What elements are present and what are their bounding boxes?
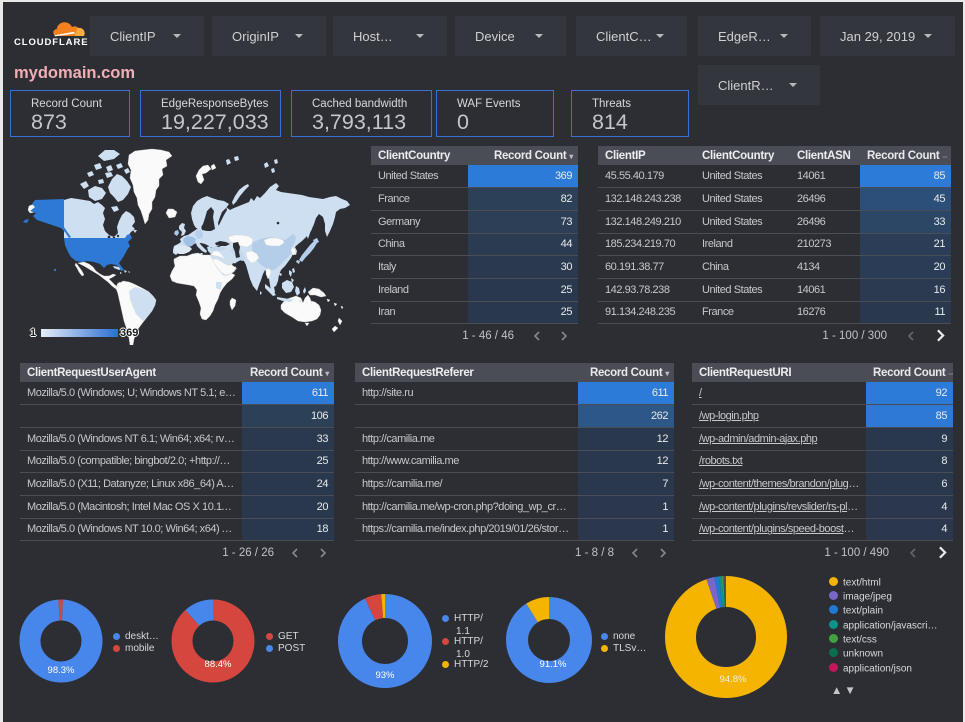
svg-text:98.3%: 98.3% [48,665,75,676]
svg-text:91.1%: 91.1% [540,659,567,670]
svg-text:94.8%: 94.8% [720,674,747,685]
svg-text:88.4%: 88.4% [205,659,232,670]
svg-text:93%: 93% [375,670,395,681]
